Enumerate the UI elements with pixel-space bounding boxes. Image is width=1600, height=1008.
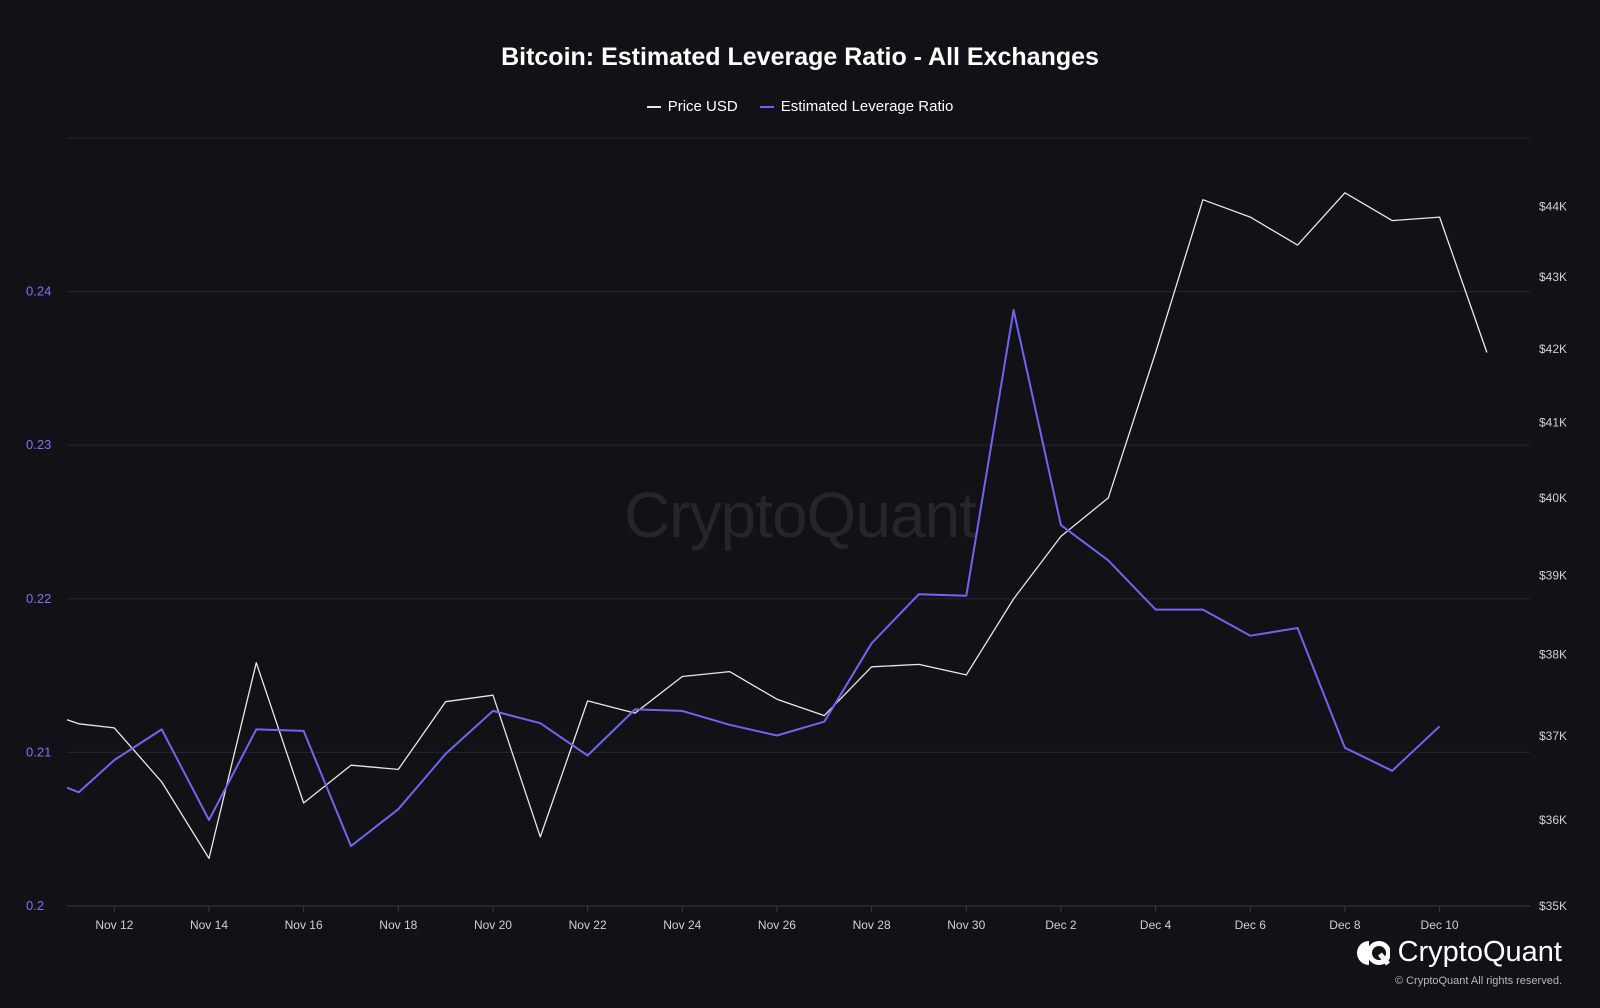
- copyright-text: © CryptoQuant All rights reserved.: [1394, 975, 1562, 987]
- y-right-tick-label: $36K: [1539, 813, 1567, 827]
- x-tick-label: Nov 16: [285, 918, 323, 932]
- x-tick-label: Nov 12: [95, 918, 133, 932]
- legend: Price USD Estimated Leverage Ratio: [0, 98, 1600, 115]
- y-left-tick-label: 0.24: [26, 284, 51, 299]
- legend-swatch-price: [646, 105, 661, 108]
- y-right-tick-label: $42K: [1539, 342, 1567, 356]
- x-tick-label: Dec 2: [1045, 918, 1077, 932]
- x-tick-label: Dec 8: [1329, 918, 1361, 932]
- y-right-tick-label: $38K: [1539, 648, 1567, 662]
- x-tick-label: Nov 18: [379, 918, 417, 932]
- x-tick-label: Nov 24: [663, 918, 701, 932]
- y-right-tick-label: $40K: [1539, 491, 1567, 505]
- x-tick-label: Nov 26: [758, 918, 796, 932]
- x-tick-label: Nov 20: [474, 918, 512, 932]
- legend-item-price[interactable]: Price USD: [646, 98, 738, 115]
- y-right-tick-label: $41K: [1539, 415, 1567, 429]
- y-right-tick-label: $37K: [1539, 729, 1567, 743]
- y-right-tick-label: $43K: [1539, 270, 1567, 284]
- cryptoquant-logo-icon: [1356, 940, 1391, 966]
- x-tick-label: Nov 28: [853, 918, 891, 932]
- y-left-tick-label: 0.22: [26, 591, 51, 606]
- x-tick-label: Nov 14: [190, 918, 228, 932]
- x-tick-label: Dec 10: [1421, 918, 1459, 932]
- y-left-tick-label: 0.2: [26, 898, 44, 913]
- x-tick-label: Dec 6: [1235, 918, 1267, 932]
- legend-label-price: Price USD: [667, 98, 738, 115]
- legend-label-leverage: Estimated Leverage Ratio: [780, 98, 954, 115]
- y-right-tick-label: $39K: [1539, 568, 1567, 582]
- brand-name: CryptoQuant: [1397, 936, 1562, 968]
- y-left-tick-label: 0.21: [26, 744, 51, 759]
- series-line-price: [66, 192, 1488, 860]
- brand: CryptoQuant: [1356, 936, 1562, 969]
- y-left-tick-label: 0.23: [26, 437, 51, 452]
- legend-item-leverage[interactable]: Estimated Leverage Ratio: [759, 98, 954, 115]
- y-right-tick-label: $35K: [1539, 899, 1567, 913]
- legend-swatch-leverage: [759, 105, 774, 108]
- series-line-leverage: [66, 309, 1441, 848]
- x-tick-label: Nov 30: [947, 918, 985, 932]
- y-right-tick-label: $44K: [1539, 200, 1567, 214]
- chart-title: Bitcoin: Estimated Leverage Ratio - All …: [501, 43, 1099, 71]
- x-tick-label: Dec 4: [1140, 918, 1172, 932]
- x-tick-label: Nov 22: [569, 918, 607, 932]
- watermark: CryptoQuant: [624, 479, 977, 551]
